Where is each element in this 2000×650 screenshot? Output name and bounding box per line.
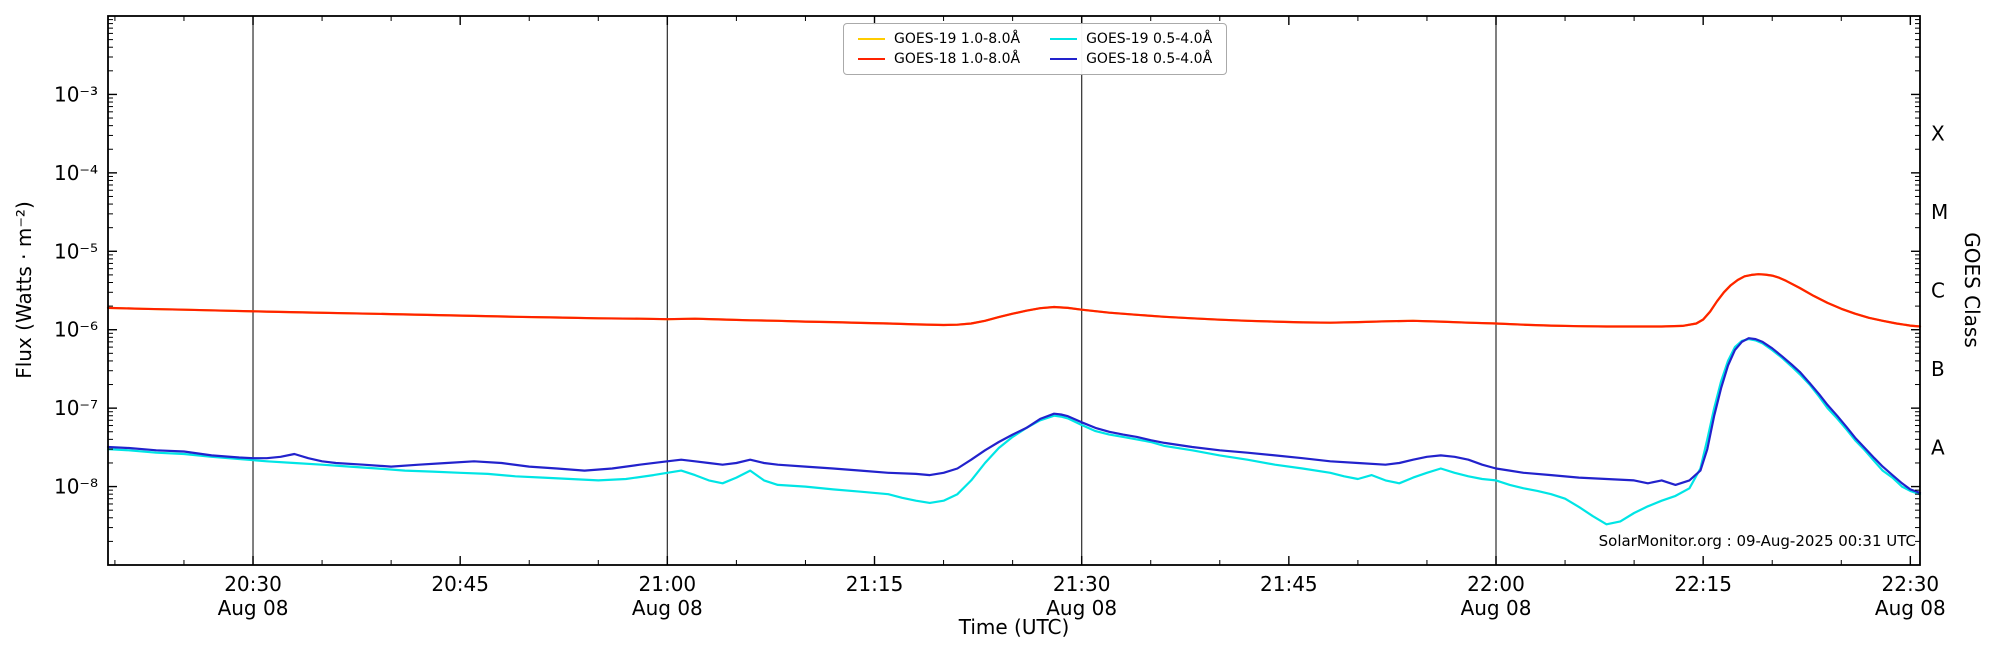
svg-text:10⁻⁴: 10⁻⁴ (54, 161, 98, 185)
legend-item-goes18-short: GOES-18 0.5-4.0Å (1050, 51, 1212, 67)
svg-text:M: M (1931, 200, 1948, 224)
legend-label: GOES-19 0.5-4.0Å (1086, 31, 1213, 47)
svg-text:Aug 08: Aug 08 (1046, 596, 1117, 620)
svg-text:B: B (1931, 357, 1945, 381)
svg-text:21:15: 21:15 (846, 572, 904, 596)
svg-text:Aug 08: Aug 08 (1461, 596, 1532, 620)
solarmonitor-timestamp: SolarMonitor.org : 09-Aug-2025 00:31 UTC (1598, 532, 1916, 550)
svg-text:10⁻⁷: 10⁻⁷ (54, 396, 98, 420)
legend-item-goes19-short: GOES-19 0.5-4.0Å (1050, 31, 1212, 47)
svg-text:22:15: 22:15 (1674, 572, 1732, 596)
legend-swatch (858, 37, 885, 41)
svg-text:10⁻⁸: 10⁻⁸ (54, 475, 98, 499)
svg-text:20:30: 20:30 (224, 572, 282, 596)
legend: GOES-19 1.0-8.0Å GOES-18 1.0-8.0Å GOES-1… (843, 23, 1228, 75)
svg-text:10⁻⁶: 10⁻⁶ (54, 318, 98, 342)
svg-text:21:00: 21:00 (639, 572, 697, 596)
svg-text:10⁻⁵: 10⁻⁵ (54, 239, 98, 263)
svg-text:X: X (1931, 122, 1945, 146)
legend-swatch (1050, 37, 1078, 41)
svg-text:Aug 08: Aug 08 (632, 596, 703, 620)
svg-text:21:45: 21:45 (1260, 572, 1318, 596)
flux-axis-label: Flux (Watts · m⁻²) (12, 201, 36, 379)
time-axis-label: Time (UTC) (958, 615, 1070, 639)
legend-label: GOES-19 1.0-8.0Å (894, 31, 1021, 47)
legend-label: GOES-18 1.0-8.0Å (894, 51, 1021, 67)
svg-text:21:30: 21:30 (1053, 572, 1111, 596)
svg-text:22:00: 22:00 (1467, 572, 1525, 596)
svg-text:C: C (1931, 279, 1945, 303)
svg-text:Aug 08: Aug 08 (218, 596, 289, 620)
legend-swatch (858, 57, 885, 61)
legend-label: GOES-18 0.5-4.0Å (1086, 51, 1213, 67)
legend-swatch (1050, 57, 1078, 61)
svg-text:22:30: 22:30 (1882, 572, 1940, 596)
goes-class-axis-label: GOES Class (1960, 232, 1984, 348)
svg-text:20:45: 20:45 (431, 572, 489, 596)
svg-text:A: A (1931, 435, 1945, 459)
svg-text:Aug 08: Aug 08 (1875, 596, 1946, 620)
legend-item-goes18-long: GOES-18 1.0-8.0Å (858, 51, 1020, 67)
svg-text:10⁻³: 10⁻³ (54, 82, 98, 106)
legend-item-goes19-long: GOES-19 1.0-8.0Å (858, 31, 1020, 47)
